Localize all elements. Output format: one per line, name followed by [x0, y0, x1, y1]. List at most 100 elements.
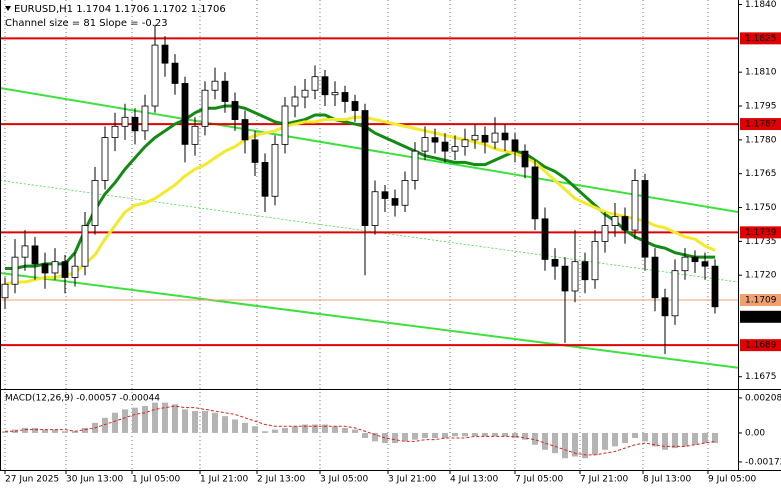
candle-body [611, 216, 619, 226]
candle-body [271, 143, 279, 197]
macd-bar [552, 432, 558, 454]
macd-bar [192, 411, 198, 433]
candle-body [651, 256, 659, 299]
candle-body [361, 110, 369, 226]
macd-bar [282, 427, 288, 433]
macd-bar [432, 432, 438, 438]
candle-body [581, 261, 589, 281]
macd-y-tick-label: 0.00 [745, 428, 765, 438]
candle-body [391, 198, 399, 206]
candle-body [511, 139, 519, 152]
macd-bar [332, 426, 338, 433]
y-tick-label: 1.1675 [745, 372, 777, 382]
x-tick-label: 1 Jul 21:00 [200, 475, 249, 485]
y-tick-label: 1.1795 [745, 102, 777, 112]
macd-bar [42, 429, 48, 433]
macd-bar [692, 432, 698, 445]
candle-body [571, 261, 579, 292]
macd-bar [72, 431, 78, 433]
x-tick-label: 1 Jul 05:00 [132, 475, 181, 485]
macd-bar [402, 432, 408, 442]
candle-body [461, 139, 469, 148]
candle-body [281, 105, 289, 145]
macd-bar [572, 432, 578, 457]
macd-bar [202, 411, 208, 433]
macd-bar [52, 429, 58, 433]
candle-body [221, 80, 229, 102]
macd-bar [172, 404, 178, 433]
macd-bar [122, 409, 128, 433]
y-tick-label: 1.1750 [745, 203, 777, 213]
candle-body [451, 146, 459, 152]
macd-bar [442, 432, 448, 438]
macd-bar [22, 427, 28, 433]
candle-body [711, 265, 719, 308]
candle-body [231, 101, 239, 120]
candle-body [471, 134, 479, 141]
candle-body [201, 89, 209, 127]
moving-average [4, 115, 716, 286]
macd-bar [652, 432, 658, 447]
candle-body [291, 96, 299, 107]
subtitle: Channel size = 81 Slope = -0.23 [5, 18, 168, 29]
level-label: 1.1787 [745, 120, 777, 130]
candle-body [1, 283, 9, 299]
macd-bar [452, 432, 458, 437]
macd-bar [102, 417, 108, 433]
macd-bar [682, 432, 688, 447]
y-tick-label: 1.1780 [745, 135, 777, 145]
candle-body [171, 62, 179, 84]
candle-body [211, 80, 219, 91]
macd-bar [2, 431, 8, 433]
candle-body [151, 44, 159, 107]
candle-body [21, 245, 29, 258]
candle-body [431, 137, 439, 143]
y-tick-label: 1.1765 [745, 169, 777, 179]
macd-bar [252, 426, 258, 433]
level-label: 1.1709 [745, 296, 777, 306]
level-label-box [740, 118, 781, 131]
candle-body [341, 92, 349, 102]
candle-body [671, 270, 679, 317]
candle-body [411, 150, 419, 181]
macd-bar [492, 432, 498, 437]
macd-bar [322, 424, 328, 433]
macd-bar [32, 427, 38, 433]
symbol-icon [5, 6, 11, 11]
x-tick-label: 27 Jun 2025 [5, 475, 59, 485]
candle-body [11, 256, 19, 285]
macd-bar [182, 409, 188, 433]
macd-bar [62, 431, 68, 433]
candle-body [661, 297, 669, 317]
candle-body [71, 265, 79, 278]
candle-body [541, 218, 549, 260]
x-tick-label: 2 Jul 13:00 [257, 475, 306, 485]
macd-bar [522, 432, 528, 440]
macd-label: MACD(12,26,9) -0.00057 -0.00044 [5, 394, 160, 404]
macd-signal [5, 405, 716, 456]
candle-body [241, 119, 249, 141]
x-tick-label: 30 Jun 13:00 [66, 475, 123, 485]
candle-body [351, 101, 359, 111]
candle-body [121, 116, 129, 127]
y-tick-label: 1.1810 [745, 68, 777, 78]
candle-body [111, 125, 119, 139]
candle-body [141, 105, 149, 132]
candle-body [81, 225, 89, 267]
level-label-box [740, 294, 781, 307]
macd-bar [352, 429, 358, 433]
level-label: 1.1825 [745, 34, 777, 44]
candle-body [301, 89, 309, 98]
macd-bar [542, 432, 548, 450]
x-tick-label: 3 Jul 05:00 [320, 475, 369, 485]
candle-body [641, 180, 649, 258]
macd-bar [272, 429, 278, 433]
macd-bar [482, 432, 488, 437]
macd-bar [462, 432, 468, 437]
candle-body [321, 76, 329, 96]
macd-y-tick-label: 0.00208 [745, 393, 781, 403]
macd-bar [712, 432, 718, 444]
